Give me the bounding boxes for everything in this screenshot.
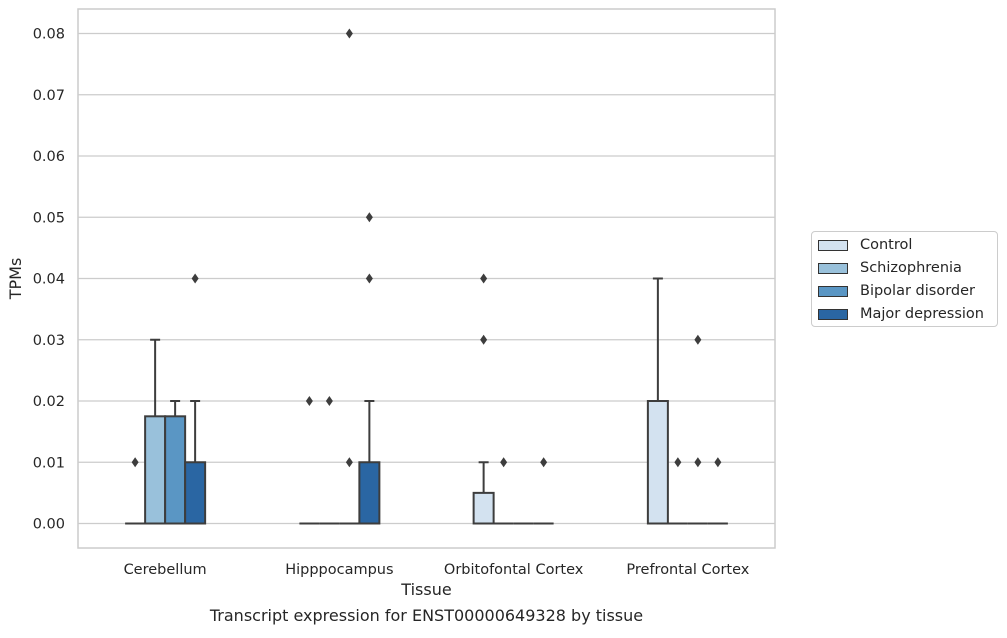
- outlier-point: [480, 273, 488, 284]
- y-axis-label: TPMs: [6, 258, 25, 301]
- legend-label-control: Control: [860, 237, 913, 253]
- outlier-point: [694, 457, 702, 468]
- box: [646, 400, 669, 525]
- outlier-point: [365, 273, 373, 284]
- legend-swatch-control: [818, 239, 848, 251]
- legend-item-control: Control: [818, 235, 912, 255]
- legend-label-bipolar-disorder: Bipolar disorder: [860, 283, 975, 299]
- y-tick-label: 0.00: [33, 517, 65, 533]
- x-tick-label: Cerebellum: [124, 562, 207, 578]
- outlier-point: [500, 457, 508, 468]
- box: [472, 491, 495, 525]
- legend-item-schizophrenia: Schizophrenia: [818, 258, 962, 278]
- outlier-point: [540, 457, 548, 468]
- plot-frame: [77, 8, 776, 549]
- legend: Control Schizophrenia Bipolar disorder M…: [811, 231, 998, 327]
- legend-swatch-bipolar-disorder: [818, 285, 848, 297]
- outlier-point: [480, 334, 488, 345]
- box: [164, 415, 187, 525]
- x-axis-label: Tissue: [400, 580, 451, 599]
- outlier-point: [365, 212, 373, 223]
- outlier-point: [191, 273, 199, 284]
- legend-item-bipolar-disorder: Bipolar disorder: [818, 281, 975, 301]
- outlier-point: [325, 396, 333, 406]
- y-tick-label: 0.02: [33, 394, 65, 410]
- outlier-point: [694, 334, 702, 345]
- outlier-point: [674, 457, 682, 468]
- legend-swatch-schizophrenia: [818, 262, 848, 274]
- outlier-point: [345, 457, 353, 468]
- y-tick-label: 0.01: [33, 455, 65, 471]
- x-tick-label: Hipppocampus: [285, 562, 393, 578]
- y-tick-label: 0.07: [33, 88, 65, 104]
- y-tick-label: 0.08: [33, 27, 65, 43]
- box: [184, 461, 207, 525]
- outlier-point: [131, 457, 139, 468]
- legend-swatch-major-depression: [818, 308, 848, 320]
- legend-label-major-depression: Major depression: [860, 306, 984, 322]
- figure-caption: Transcript expression for ENST0000064932…: [209, 606, 644, 625]
- y-tick-label: 0.05: [33, 210, 65, 226]
- box: [144, 415, 167, 525]
- x-tick-label: Orbitofontal Cortex: [444, 562, 584, 578]
- box: [358, 461, 381, 525]
- legend-item-major-depression: Major depression: [818, 304, 984, 324]
- y-tick-label: 0.04: [33, 272, 65, 288]
- y-tick-label: 0.06: [33, 149, 65, 165]
- outlier-point: [345, 28, 353, 39]
- outlier-point: [714, 457, 722, 468]
- legend-label-schizophrenia: Schizophrenia: [860, 260, 962, 276]
- y-tick-label: 0.03: [33, 333, 65, 349]
- outlier-point: [305, 396, 313, 406]
- x-tick-label: Prefrontal Cortex: [626, 562, 749, 578]
